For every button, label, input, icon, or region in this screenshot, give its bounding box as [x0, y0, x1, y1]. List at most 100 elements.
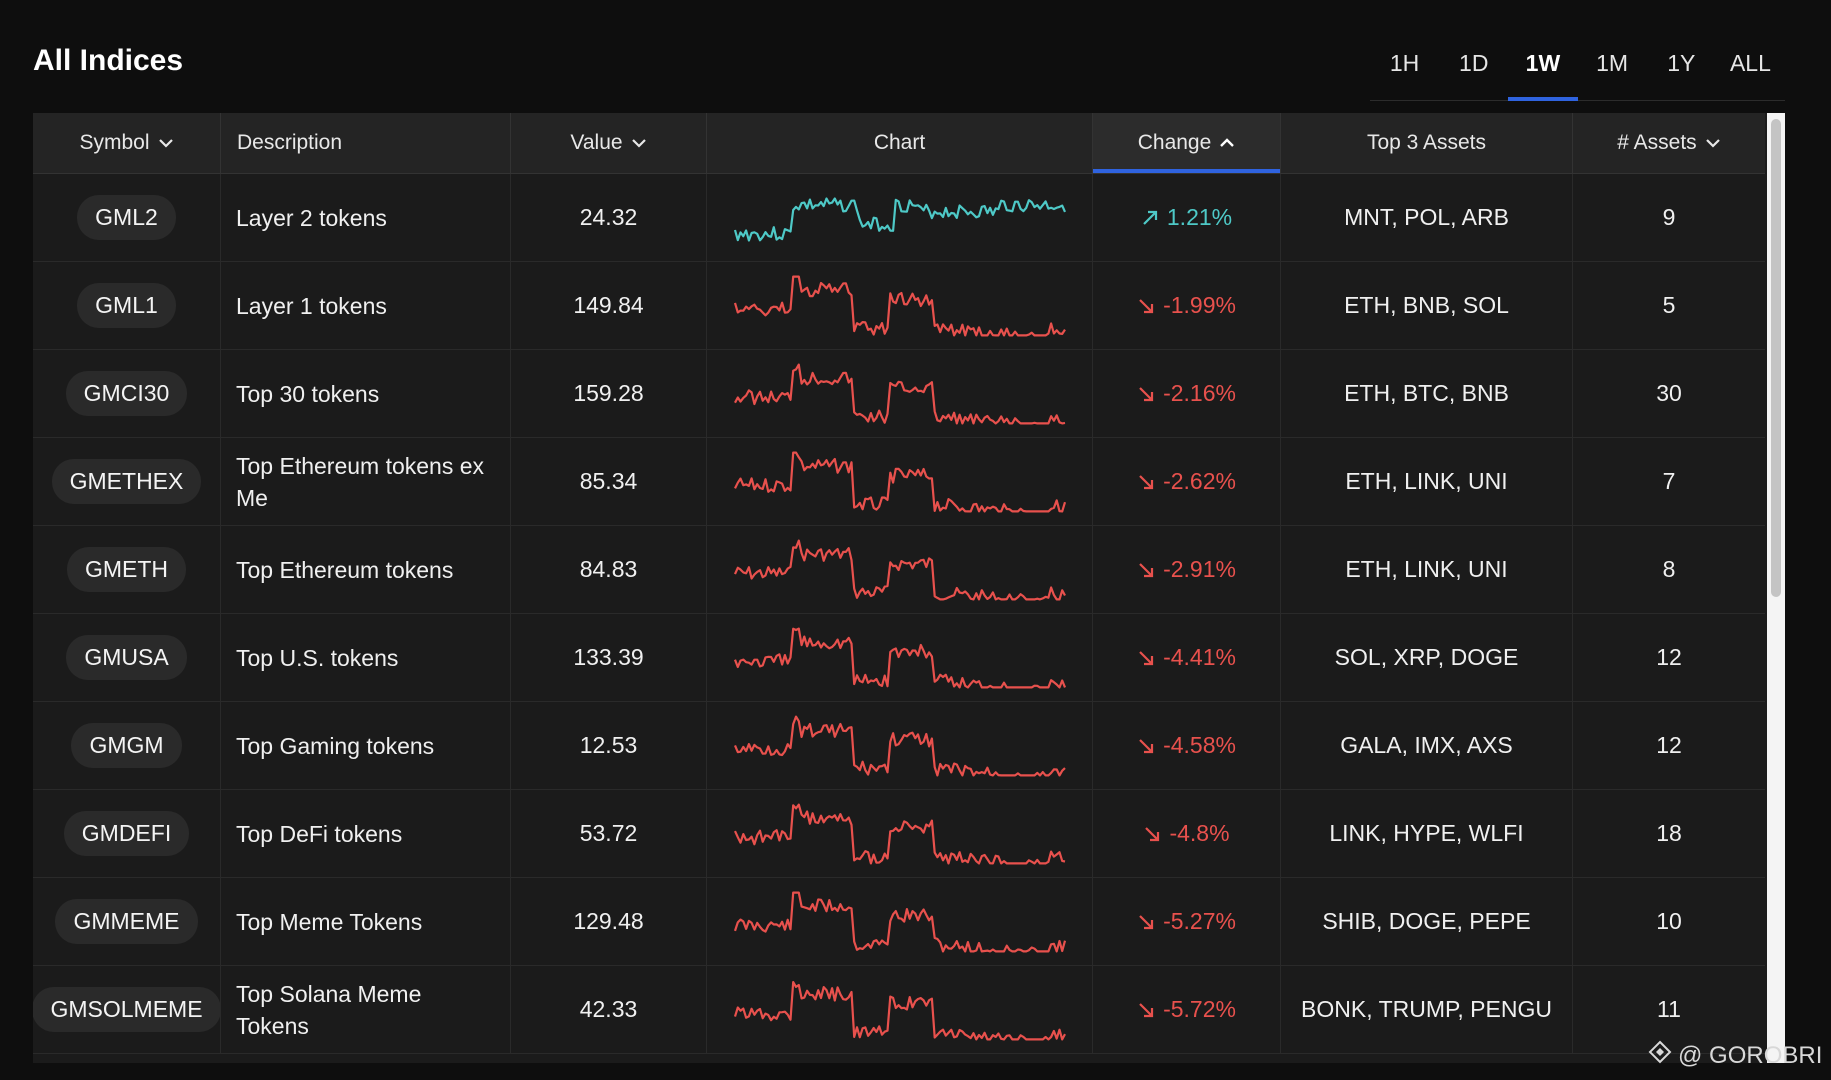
- change-value: -5.27%: [1137, 908, 1236, 935]
- change-text: -5.72%: [1163, 996, 1236, 1022]
- column-header-description[interactable]: Description: [221, 113, 511, 173]
- symbol-pill[interactable]: GMUSA: [66, 635, 187, 680]
- symbol-pill[interactable]: GMMEME: [55, 899, 198, 944]
- symbol-pill[interactable]: GMGM: [71, 723, 182, 768]
- timeframe-tabs: 1H 1D 1W 1M 1Y ALL: [1370, 42, 1785, 101]
- assets-count: 8: [1662, 556, 1676, 582]
- table-row[interactable]: GMCI30 Top 30 tokens 159.28 -2.16% ETH, BTC,…: [33, 350, 1765, 438]
- chart-cell: [707, 966, 1093, 1053]
- sparkline-chart: [733, 715, 1066, 776]
- top3-text: LINK, HYPE, WLFI: [1329, 820, 1524, 846]
- description-text: Top 30 tokens: [236, 380, 380, 407]
- vertical-scrollbar[interactable]: [1767, 113, 1785, 1063]
- symbol-pill[interactable]: GMCI30: [65, 371, 188, 416]
- change-text: -2.62%: [1163, 468, 1236, 494]
- column-header-symbol-label: Symbol: [79, 131, 150, 154]
- arrow-down-right-icon: [1137, 385, 1155, 403]
- change-text: -2.91%: [1163, 556, 1236, 582]
- change-value: -4.41%: [1137, 644, 1236, 671]
- value-cell: 24.32: [511, 174, 707, 261]
- chevron-down-icon: [631, 138, 647, 148]
- top3-cell: ETH, LINK, UNI: [1281, 438, 1573, 525]
- change-text: -1.99%: [1163, 292, 1236, 318]
- value-text: 84.83: [579, 556, 638, 582]
- column-header-top3: Top 3 Assets: [1281, 113, 1573, 173]
- assets-cell: 18: [1573, 790, 1765, 877]
- tab-1m[interactable]: 1M: [1596, 50, 1629, 76]
- change-text: -4.58%: [1163, 732, 1236, 758]
- table-row[interactable]: GMDEFI Top DeFi tokens 53.72 -4.8% LINK, HYP…: [33, 790, 1765, 878]
- arrow-down-right-icon: [1137, 297, 1155, 315]
- assets-cell: 9: [1573, 174, 1765, 261]
- assets-count: 7: [1662, 468, 1676, 494]
- arrow-down-right-icon: [1137, 473, 1155, 491]
- symbol-pill[interactable]: GMSOLMEME: [33, 987, 221, 1032]
- symbol-cell: GMSOLMEME: [33, 966, 221, 1053]
- description-text: Top Gaming tokens: [236, 732, 435, 759]
- table-body: GML2 Layer 2 tokens 24.32 1.21% MNT, POL, AR…: [33, 174, 1765, 1054]
- symbol-cell: GMGM: [33, 702, 221, 789]
- column-header-value[interactable]: Value: [511, 113, 707, 173]
- tab-1y[interactable]: 1Y: [1667, 50, 1696, 76]
- symbol-cell: GMUSA: [33, 614, 221, 701]
- description-text: Top Meme Tokens: [236, 908, 423, 935]
- column-header-change[interactable]: Change: [1093, 113, 1281, 173]
- value-text: 42.33: [579, 996, 638, 1022]
- symbol-pill[interactable]: GML1: [77, 283, 176, 328]
- symbol-pill[interactable]: GML2: [77, 195, 176, 240]
- description-cell: Top DeFi tokens: [221, 790, 511, 877]
- change-text: -2.16%: [1163, 380, 1236, 406]
- symbol-cell: GMCI30: [33, 350, 221, 437]
- page-title: All Indices: [33, 44, 184, 77]
- scrollbar-thumb[interactable]: [1771, 119, 1781, 597]
- table-row[interactable]: GMETH Top Ethereum tokens 84.83 -2.91% ETH, …: [33, 526, 1765, 614]
- column-header-assets[interactable]: # Assets: [1573, 113, 1765, 173]
- chart-cell: [707, 790, 1093, 877]
- value-cell: 53.72: [511, 790, 707, 877]
- column-header-symbol[interactable]: Symbol: [33, 113, 221, 173]
- table-row[interactable]: GML1 Layer 1 tokens 149.84 -1.99% ETH, BNB, …: [33, 262, 1765, 350]
- table-row[interactable]: GMGM Top Gaming tokens 12.53 -4.58% GALA, IM…: [33, 702, 1765, 790]
- column-header-assets-label: # Assets: [1617, 131, 1697, 154]
- assets-cell: 12: [1573, 614, 1765, 701]
- change-text: -4.8%: [1169, 820, 1230, 846]
- top3-cell: LINK, HYPE, WLFI: [1281, 790, 1573, 877]
- arrow-down-right-icon: [1143, 825, 1161, 843]
- symbol-pill[interactable]: GMETH: [66, 547, 187, 592]
- change-text: -5.27%: [1163, 908, 1236, 934]
- change-cell: -2.91%: [1093, 526, 1281, 613]
- tab-1d[interactable]: 1D: [1459, 50, 1489, 76]
- chart-cell: [707, 262, 1093, 349]
- description-cell: Top Ethereum tokens ex Me: [221, 438, 511, 525]
- table-row[interactable]: GMMEME Top Meme Tokens 129.48 -5.27% SHIB, D…: [33, 878, 1765, 966]
- value-cell: 149.84: [511, 262, 707, 349]
- top3-cell: SOL, XRP, DOGE: [1281, 614, 1573, 701]
- sparkline-chart: [733, 275, 1066, 336]
- table-row[interactable]: GML2 Layer 2 tokens 24.32 1.21% MNT, POL, AR…: [33, 174, 1765, 262]
- symbol-pill[interactable]: GMDEFI: [63, 811, 190, 856]
- value-text: 133.39: [573, 644, 644, 670]
- description-text: Layer 2 tokens: [236, 204, 387, 231]
- top3-cell: BONK, TRUMP, PENGU: [1281, 966, 1573, 1053]
- change-value: -4.8%: [1143, 820, 1230, 847]
- tab-1w[interactable]: 1W: [1508, 42, 1578, 101]
- arrow-down-right-icon: [1137, 1001, 1155, 1019]
- value-cell: 159.28: [511, 350, 707, 437]
- symbol-pill[interactable]: GMETHEX: [51, 459, 202, 504]
- tab-all[interactable]: ALL: [1729, 50, 1771, 76]
- value-text: 129.48: [573, 908, 644, 934]
- assets-cell: 5: [1573, 262, 1765, 349]
- watermark-text: @ GOROBRI: [1678, 1041, 1823, 1069]
- table-row[interactable]: GMETHEX Top Ethereum tokens ex Me 85.34 -2.…: [33, 438, 1765, 526]
- description-text: Layer 1 tokens: [236, 292, 387, 319]
- assets-cell: 12: [1573, 702, 1765, 789]
- tab-1h[interactable]: 1H: [1389, 50, 1420, 76]
- top3-cell: SHIB, DOGE, PEPE: [1281, 878, 1573, 965]
- description-cell: Top Gaming tokens: [221, 702, 511, 789]
- table-row[interactable]: GMUSA Top U.S. tokens 133.39 -4.41% SOL, XRP…: [33, 614, 1765, 702]
- table-row[interactable]: GMSOLMEME Top Solana Meme Tokens 42.33 -5.7…: [33, 966, 1765, 1054]
- top3-text: ETH, LINK, UNI: [1345, 556, 1508, 582]
- change-cell: -2.62%: [1093, 438, 1281, 525]
- symbol-cell: GML2: [33, 174, 221, 261]
- value-cell: 42.33: [511, 966, 707, 1053]
